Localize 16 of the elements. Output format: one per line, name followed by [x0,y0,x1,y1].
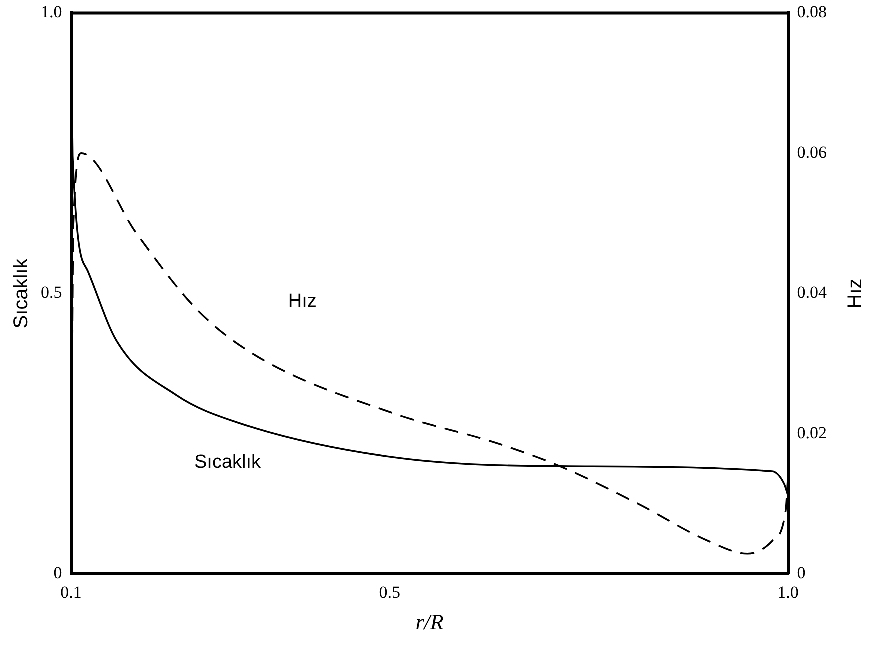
series-label: Sıcaklık [194,452,262,473]
y2-tick-label: 0.02 [797,423,827,442]
x-tick-label: 0.1 [60,582,82,602]
text: Hız [288,291,317,312]
y2-tick-label: 0 [797,564,806,583]
x-axis-title: r/R [416,610,444,635]
y2-tick-label: 0.08 [797,2,827,22]
y-tick-label: 1.0 [41,2,62,22]
y-tick-label: 0.5 [41,283,62,302]
x-tick-label: 1.0 [778,582,799,602]
y2-tick-label: 0.06 [797,142,827,162]
x-tick-label: 0.5 [379,582,401,602]
y2-axis-title: Hız [844,278,867,309]
y2-tick-label: 0.04 [797,283,828,302]
y-axis-title: Sıcaklık [10,258,33,329]
y-tick-label: 0 [54,564,62,583]
